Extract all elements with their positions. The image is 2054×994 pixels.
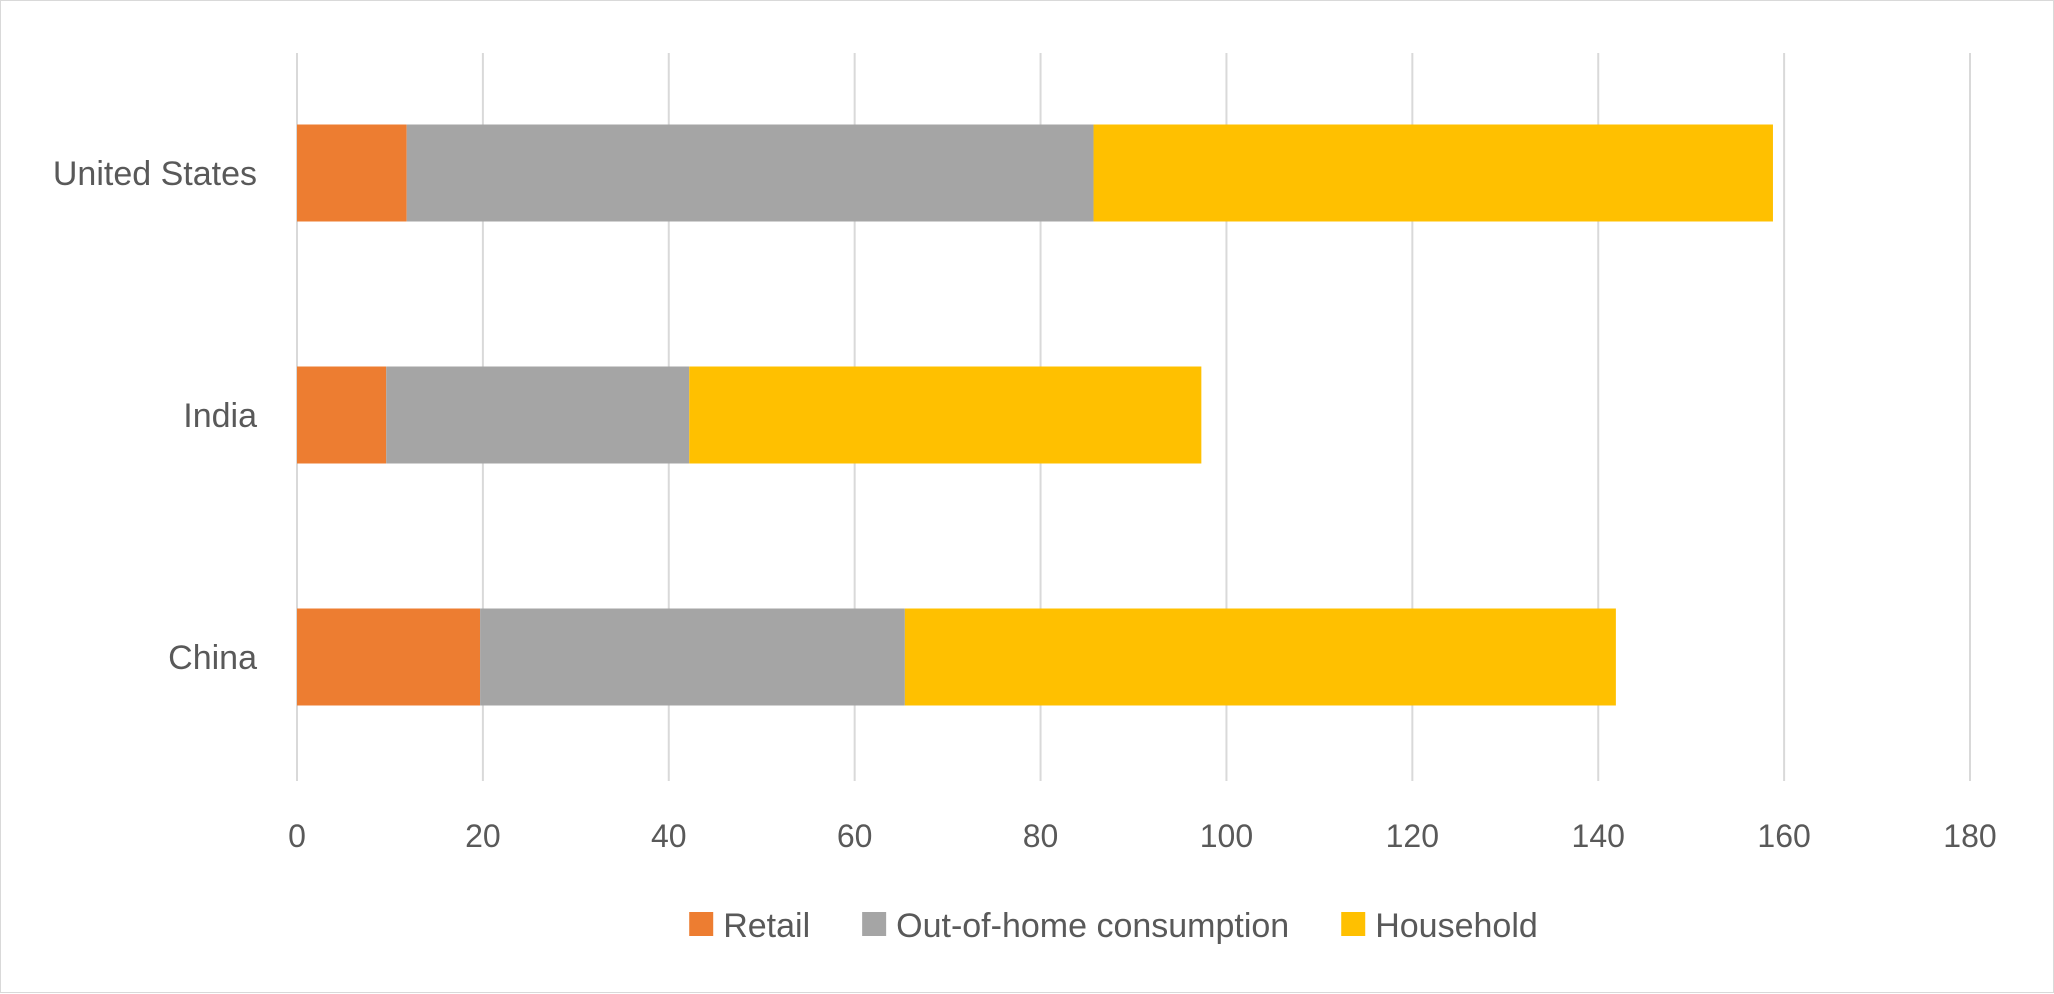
- legend-swatch: [1341, 912, 1366, 936]
- x-tick-label: 40: [651, 818, 687, 854]
- x-tick-label: 20: [465, 818, 501, 854]
- x-tick-label: 60: [837, 818, 873, 854]
- legend-label: Household: [1375, 907, 1538, 945]
- x-tick-label: 120: [1386, 818, 1439, 854]
- bar-united-states-household: [1093, 124, 1773, 222]
- bar-china-out-of-home-consumption: [480, 608, 905, 706]
- bar-china-retail: [297, 608, 481, 706]
- legend-label: Out-of-home consumption: [896, 907, 1289, 945]
- legend: Retail Out-of-home consumption Household: [689, 907, 1538, 945]
- bar-india-out-of-home-consumption: [386, 366, 690, 464]
- legend-swatch: [862, 912, 887, 936]
- category-label: China: [168, 639, 257, 677]
- x-tick-label: 0: [288, 818, 306, 854]
- bars: [297, 124, 1773, 706]
- legend-swatch: [689, 912, 714, 936]
- x-tick-label: 180: [1943, 818, 1996, 854]
- legend-label: Retail: [723, 907, 810, 945]
- category-label: India: [183, 397, 257, 435]
- y-axis: China India United States: [53, 155, 257, 677]
- legend-item-retail: Retail: [689, 907, 810, 945]
- bar-united-states-out-of-home-consumption: [406, 124, 1094, 222]
- x-tick-label: 100: [1200, 818, 1253, 854]
- bar-china-household: [904, 608, 1616, 706]
- x-axis: 0 20 40 60 80 100 120 140 160 180: [288, 818, 1997, 854]
- x-tick-label: 80: [1023, 818, 1059, 854]
- x-tick-label: 160: [1757, 818, 1810, 854]
- bar-united-states-retail: [297, 124, 407, 222]
- legend-item-household: Household: [1341, 907, 1538, 945]
- category-label: United States: [53, 155, 257, 193]
- bar-india-retail: [297, 366, 387, 464]
- x-tick-label: 140: [1572, 818, 1625, 854]
- legend-item-out-of-home-consumption: Out-of-home consumption: [862, 907, 1289, 945]
- bar-india-household: [689, 366, 1202, 464]
